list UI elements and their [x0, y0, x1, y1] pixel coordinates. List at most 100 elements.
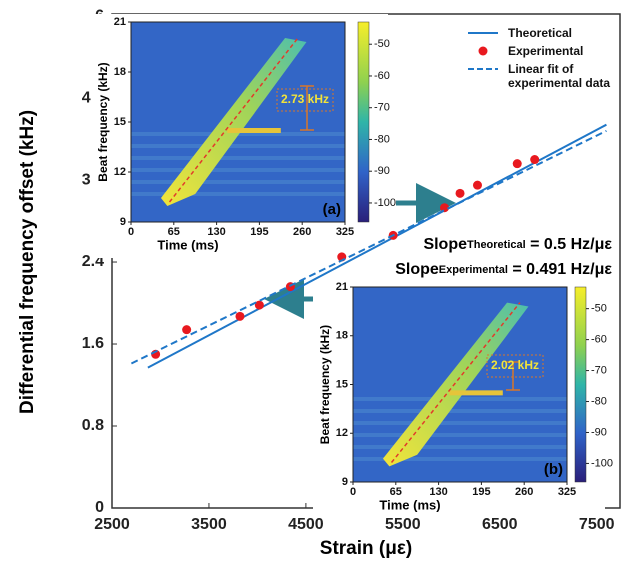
inset-y-tick-label: 9 [342, 476, 348, 488]
data-point [455, 188, 465, 198]
x-tick-label: 5500 [385, 516, 421, 533]
colorbar-tick-label: -80 [374, 133, 390, 145]
data-point [182, 325, 192, 335]
data-point [235, 311, 245, 321]
slope-annotation: SlopeExperimental = 0.491 Hz/με [395, 261, 612, 278]
series-line [130, 129, 607, 365]
annotation: 2.02 kHz [491, 358, 539, 372]
colorbar-tick-label: -70 [374, 102, 390, 114]
annotation-box [486, 354, 544, 378]
legend-swatch [478, 46, 488, 56]
panel-label: (a) [323, 201, 341, 218]
noise-band [353, 421, 567, 425]
legend-swatch [468, 68, 498, 70]
data-point [440, 203, 450, 213]
inset-y-tick-label: 12 [114, 166, 126, 178]
legend-entry: Experimental [466, 44, 616, 58]
colorbar-tick-label: -70 [591, 364, 607, 376]
slope-value: = 0.5 Hz/με [526, 236, 613, 253]
signal-tail [449, 390, 503, 396]
data-point [254, 300, 264, 310]
noise-band [131, 192, 345, 196]
y-axis-title: Differential frequency offset (kHz) [17, 110, 38, 414]
inset-x-title: Time (ms) [379, 497, 440, 512]
legend-label: Experimental [508, 44, 584, 58]
data-point [512, 159, 522, 169]
x-tick-label: 3500 [191, 516, 227, 533]
data-point [530, 155, 540, 165]
colorbar-tick-label: -80 [591, 395, 607, 407]
legend-swatch [468, 32, 498, 34]
inset-y-tick-label: 18 [114, 66, 126, 78]
noise-band [131, 156, 345, 160]
inset-x-tick-label: 130 [207, 226, 225, 238]
slope-word: Slope [395, 261, 439, 278]
inset-x-tick-label: 260 [515, 486, 533, 498]
colorbar-tick-label: -60 [374, 70, 390, 82]
colorbar-tick-label: -50 [374, 38, 390, 50]
x-tick-label: 7500 [579, 516, 615, 533]
inset-x-tick-label: 260 [293, 226, 311, 238]
slope-subscript: Theoretical [467, 239, 526, 251]
inset-x-title: Time (ms) [157, 237, 218, 252]
slope-annotation: SlopeTheoretical = 0.5 Hz/με [423, 236, 612, 253]
legend-label: Linear fit of experimental data [508, 62, 611, 90]
inset-y-title: Beat frequency (kHz) [318, 325, 332, 444]
slope-word: Slope [423, 236, 467, 253]
inset-x-tick-label: 65 [390, 486, 402, 498]
legend-entry: Theoretical [466, 26, 616, 40]
legend: Theoretical Experimental Linear fit of exp… [466, 26, 616, 94]
inset-y-tick-label: 12 [336, 427, 348, 439]
inset-x-tick-label: 0 [350, 486, 356, 498]
inset-x-tick-label: 325 [558, 486, 576, 498]
annotation-box [276, 88, 334, 112]
annotation: 2.73 kHz [281, 92, 329, 106]
slope-value: = 0.491 Hz/με [508, 261, 613, 278]
y-tick-label: 1.6 [82, 335, 104, 352]
noise-band [353, 433, 567, 437]
colorbar [574, 286, 587, 483]
colorbar [357, 21, 370, 223]
data-point [472, 180, 482, 190]
colorbar-tick-label: -100 [591, 457, 613, 469]
colorbar-tick-label: -90 [374, 165, 390, 177]
colorbar-tick-label: -90 [591, 426, 607, 438]
inset-y-tick-label: 15 [336, 378, 348, 390]
inset-x-tick-label: 195 [250, 226, 268, 238]
signal-tail [227, 128, 281, 133]
inset-x-tick-label: 0 [128, 226, 134, 238]
inset-y-tick-label: 18 [336, 330, 348, 342]
noise-band [131, 168, 345, 172]
inset-y-tick-label: 15 [114, 116, 126, 128]
colorbar-tick-label: -60 [591, 334, 607, 346]
series-line [147, 123, 607, 369]
y-tick-label: 0 [95, 499, 104, 516]
inset-y-tick-label: 21 [114, 16, 126, 28]
colorbar-tick-label: -50 [591, 303, 607, 315]
inset-x-tick-label: 195 [472, 486, 490, 498]
legend-entry: Linear fit of experimental data [466, 62, 616, 90]
trend-line [390, 302, 521, 463]
signal-streak [382, 302, 529, 467]
noise-band [353, 409, 567, 413]
x-tick-label: 2500 [94, 516, 130, 533]
x-axis-title: Strain (με) [320, 538, 412, 559]
x-tick-label: 6500 [482, 516, 518, 533]
slope-subscript: Experimental [439, 264, 508, 276]
noise-band [131, 144, 345, 148]
colorbar-tick-label: -100 [374, 197, 396, 209]
inset-x-tick-label: 130 [429, 486, 447, 498]
noise-band [353, 457, 567, 461]
inset-y-title: Beat frequency (kHz) [96, 62, 110, 181]
noise-band [353, 397, 567, 401]
inset-x-tick-label: 65 [168, 226, 180, 238]
inset-y-tick-label: 9 [120, 216, 126, 228]
y-tick-label: 0.8 [82, 417, 104, 434]
signal-streak [160, 38, 307, 206]
x-tick-label: 4500 [288, 516, 324, 533]
legend-label: Theoretical [508, 26, 573, 40]
panel-label: (b) [544, 461, 563, 478]
inset-y-tick-label: 21 [336, 281, 348, 293]
